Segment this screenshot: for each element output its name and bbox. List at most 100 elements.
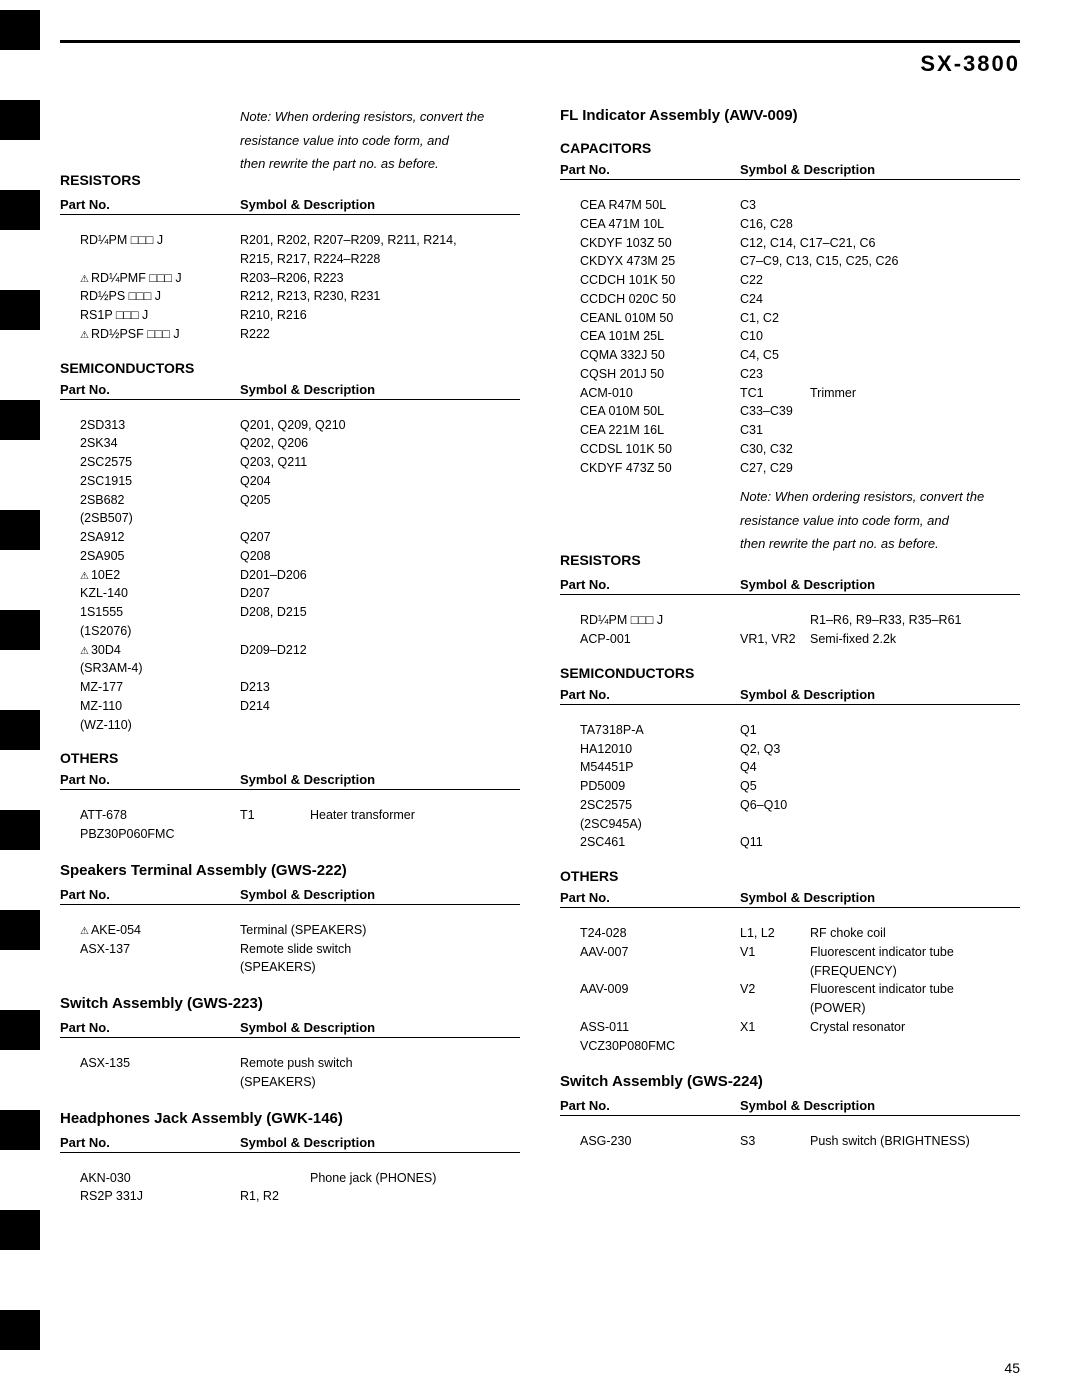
description: Q2, Q3	[740, 740, 1020, 759]
description	[310, 825, 520, 844]
table-row: MZ-177D213	[60, 678, 520, 697]
table-row: (2SB507)	[60, 509, 520, 528]
symbol: T1	[240, 806, 310, 825]
symbol: R1, R2	[240, 1187, 310, 1206]
part-no	[60, 1073, 240, 1092]
part-no: MZ-110	[60, 697, 240, 716]
part-no: 10E2	[60, 566, 240, 585]
table-row: AKE-054Terminal (SPEAKERS)	[60, 921, 520, 940]
th-desc: Symbol & Description	[240, 887, 520, 902]
part-no: M54451P	[560, 758, 740, 777]
symbol: VR1, VR2	[740, 630, 810, 649]
part-no: CEA 471M 10L	[560, 215, 740, 234]
table-row: RS2P 331JR1, R2	[60, 1187, 520, 1206]
table-header: Part No. Symbol & Description	[560, 577, 1020, 595]
symbol	[240, 1169, 310, 1188]
note-label: Note:	[240, 109, 271, 124]
note-line2: resistance value into code form, and	[740, 511, 1020, 531]
th-desc: Symbol & Description	[740, 687, 1020, 702]
description: C22	[740, 271, 1020, 290]
description: D208, D215	[240, 603, 520, 622]
description: C24	[740, 290, 1020, 309]
table-row: 2SD313Q201, Q209, Q210	[60, 416, 520, 435]
symbol	[740, 962, 810, 981]
table-row: HA12010Q2, Q3	[560, 740, 1020, 759]
description: D207	[240, 584, 520, 603]
table-row: 2SA905Q208	[60, 547, 520, 566]
description	[240, 716, 520, 735]
table-row: 30D4D209–D212	[60, 641, 520, 660]
symbol: L1, L2	[740, 924, 810, 943]
table-row: ASX-137Remote slide switch	[60, 940, 520, 959]
table-row: ASS-011X1Crystal resonator	[560, 1018, 1020, 1037]
table-row: RD¼PM □□□ JR201, R202, R207–R209, R211, …	[60, 231, 520, 250]
table-row: ACM-010TC1Trimmer	[560, 384, 1020, 403]
description: (SPEAKERS)	[240, 958, 520, 977]
side-tabs	[0, 0, 40, 1396]
part-no	[560, 999, 740, 1018]
table-row: ASX-135Remote push switch	[60, 1054, 520, 1073]
part-no: (2SC945A)	[560, 815, 740, 834]
table-row: (2SC945A)	[560, 815, 1020, 834]
th-part: Part No.	[60, 772, 240, 787]
table-row: 2SA912Q207	[60, 528, 520, 547]
symbol: C33–C39	[740, 402, 810, 421]
description: Semi-fixed 2.2k	[810, 630, 1020, 649]
part-no: CQSH 201J 50	[560, 365, 740, 384]
speakers-title: Speakers Terminal Assembly (GWS-222)	[60, 862, 520, 879]
note-line3: then rewrite the part no. as before.	[740, 534, 1020, 573]
table-row: AAV-009V2Fluorescent indicator tube	[560, 980, 1020, 999]
table-header: Part No. Symbol & Description	[60, 772, 520, 790]
table-row: (POWER)	[560, 999, 1020, 1018]
part-no: RS1P □□□ J	[60, 306, 240, 325]
table-row: RD¼PM □□□ JR1–R6, R9–R33, R35–R61	[560, 611, 1020, 630]
side-tab	[0, 710, 40, 750]
description	[240, 622, 520, 641]
table-row: CEA R47M 50LC3	[560, 196, 1020, 215]
part-no: AAV-009	[560, 980, 740, 999]
table-header: Part No. Symbol & Description	[60, 1135, 520, 1153]
table-row: 10E2D201–D206	[60, 566, 520, 585]
table-row: (FREQUENCY)	[560, 962, 1020, 981]
part-no: PD5009	[560, 777, 740, 796]
part-no: CQMA 332J 50	[560, 346, 740, 365]
note-label: Note:	[740, 489, 771, 504]
table-row: MZ-110D214	[60, 697, 520, 716]
part-no: RD¼PM □□□ J	[60, 231, 240, 250]
part-no: VCZ30P080FMC	[560, 1037, 740, 1056]
part-no: 2SD313	[60, 416, 240, 435]
th-part: Part No.	[60, 382, 240, 397]
part-no: (WZ-110)	[60, 716, 240, 735]
symbol: C31	[740, 421, 810, 440]
part-no	[60, 958, 240, 977]
table-row: RS1P □□□ JR210, R216	[60, 306, 520, 325]
symbol	[740, 1037, 810, 1056]
table-row: CCDCH 020C 50C24	[560, 290, 1020, 309]
note-line2: resistance value into code form, and	[240, 131, 520, 151]
table-row: 2SC2575Q203, Q211	[60, 453, 520, 472]
part-no: AAV-007	[560, 943, 740, 962]
part-no: RD½PS □□□ J	[60, 287, 240, 306]
th-desc: Symbol & Description	[240, 772, 520, 787]
symbol: V1	[740, 943, 810, 962]
part-no: RS2P 331J	[60, 1187, 240, 1206]
th-desc: Symbol & Description	[240, 197, 520, 212]
symbol: V2	[740, 980, 810, 999]
part-no: KZL-140	[60, 584, 240, 603]
semiconductors-title: SEMICONDUCTORS	[60, 360, 520, 376]
side-tab	[0, 1210, 40, 1250]
left-column: Note: When ordering resistors, convert t…	[60, 107, 520, 1206]
description: D213	[240, 678, 520, 697]
description: D214	[240, 697, 520, 716]
part-no: CCDCH 101K 50	[560, 271, 740, 290]
description: R1–R6, R9–R33, R35–R61	[810, 611, 1020, 630]
description: (SPEAKERS)	[240, 1073, 520, 1092]
part-no: 1S1555	[60, 603, 240, 622]
description	[810, 440, 1020, 459]
content-columns: Note: When ordering resistors, convert t…	[60, 107, 1020, 1206]
part-no: TA7318P-A	[560, 721, 740, 740]
description: D201–D206	[240, 566, 520, 585]
part-no: 2SC2575	[60, 453, 240, 472]
side-tab	[0, 810, 40, 850]
th-part: Part No.	[60, 1020, 240, 1035]
